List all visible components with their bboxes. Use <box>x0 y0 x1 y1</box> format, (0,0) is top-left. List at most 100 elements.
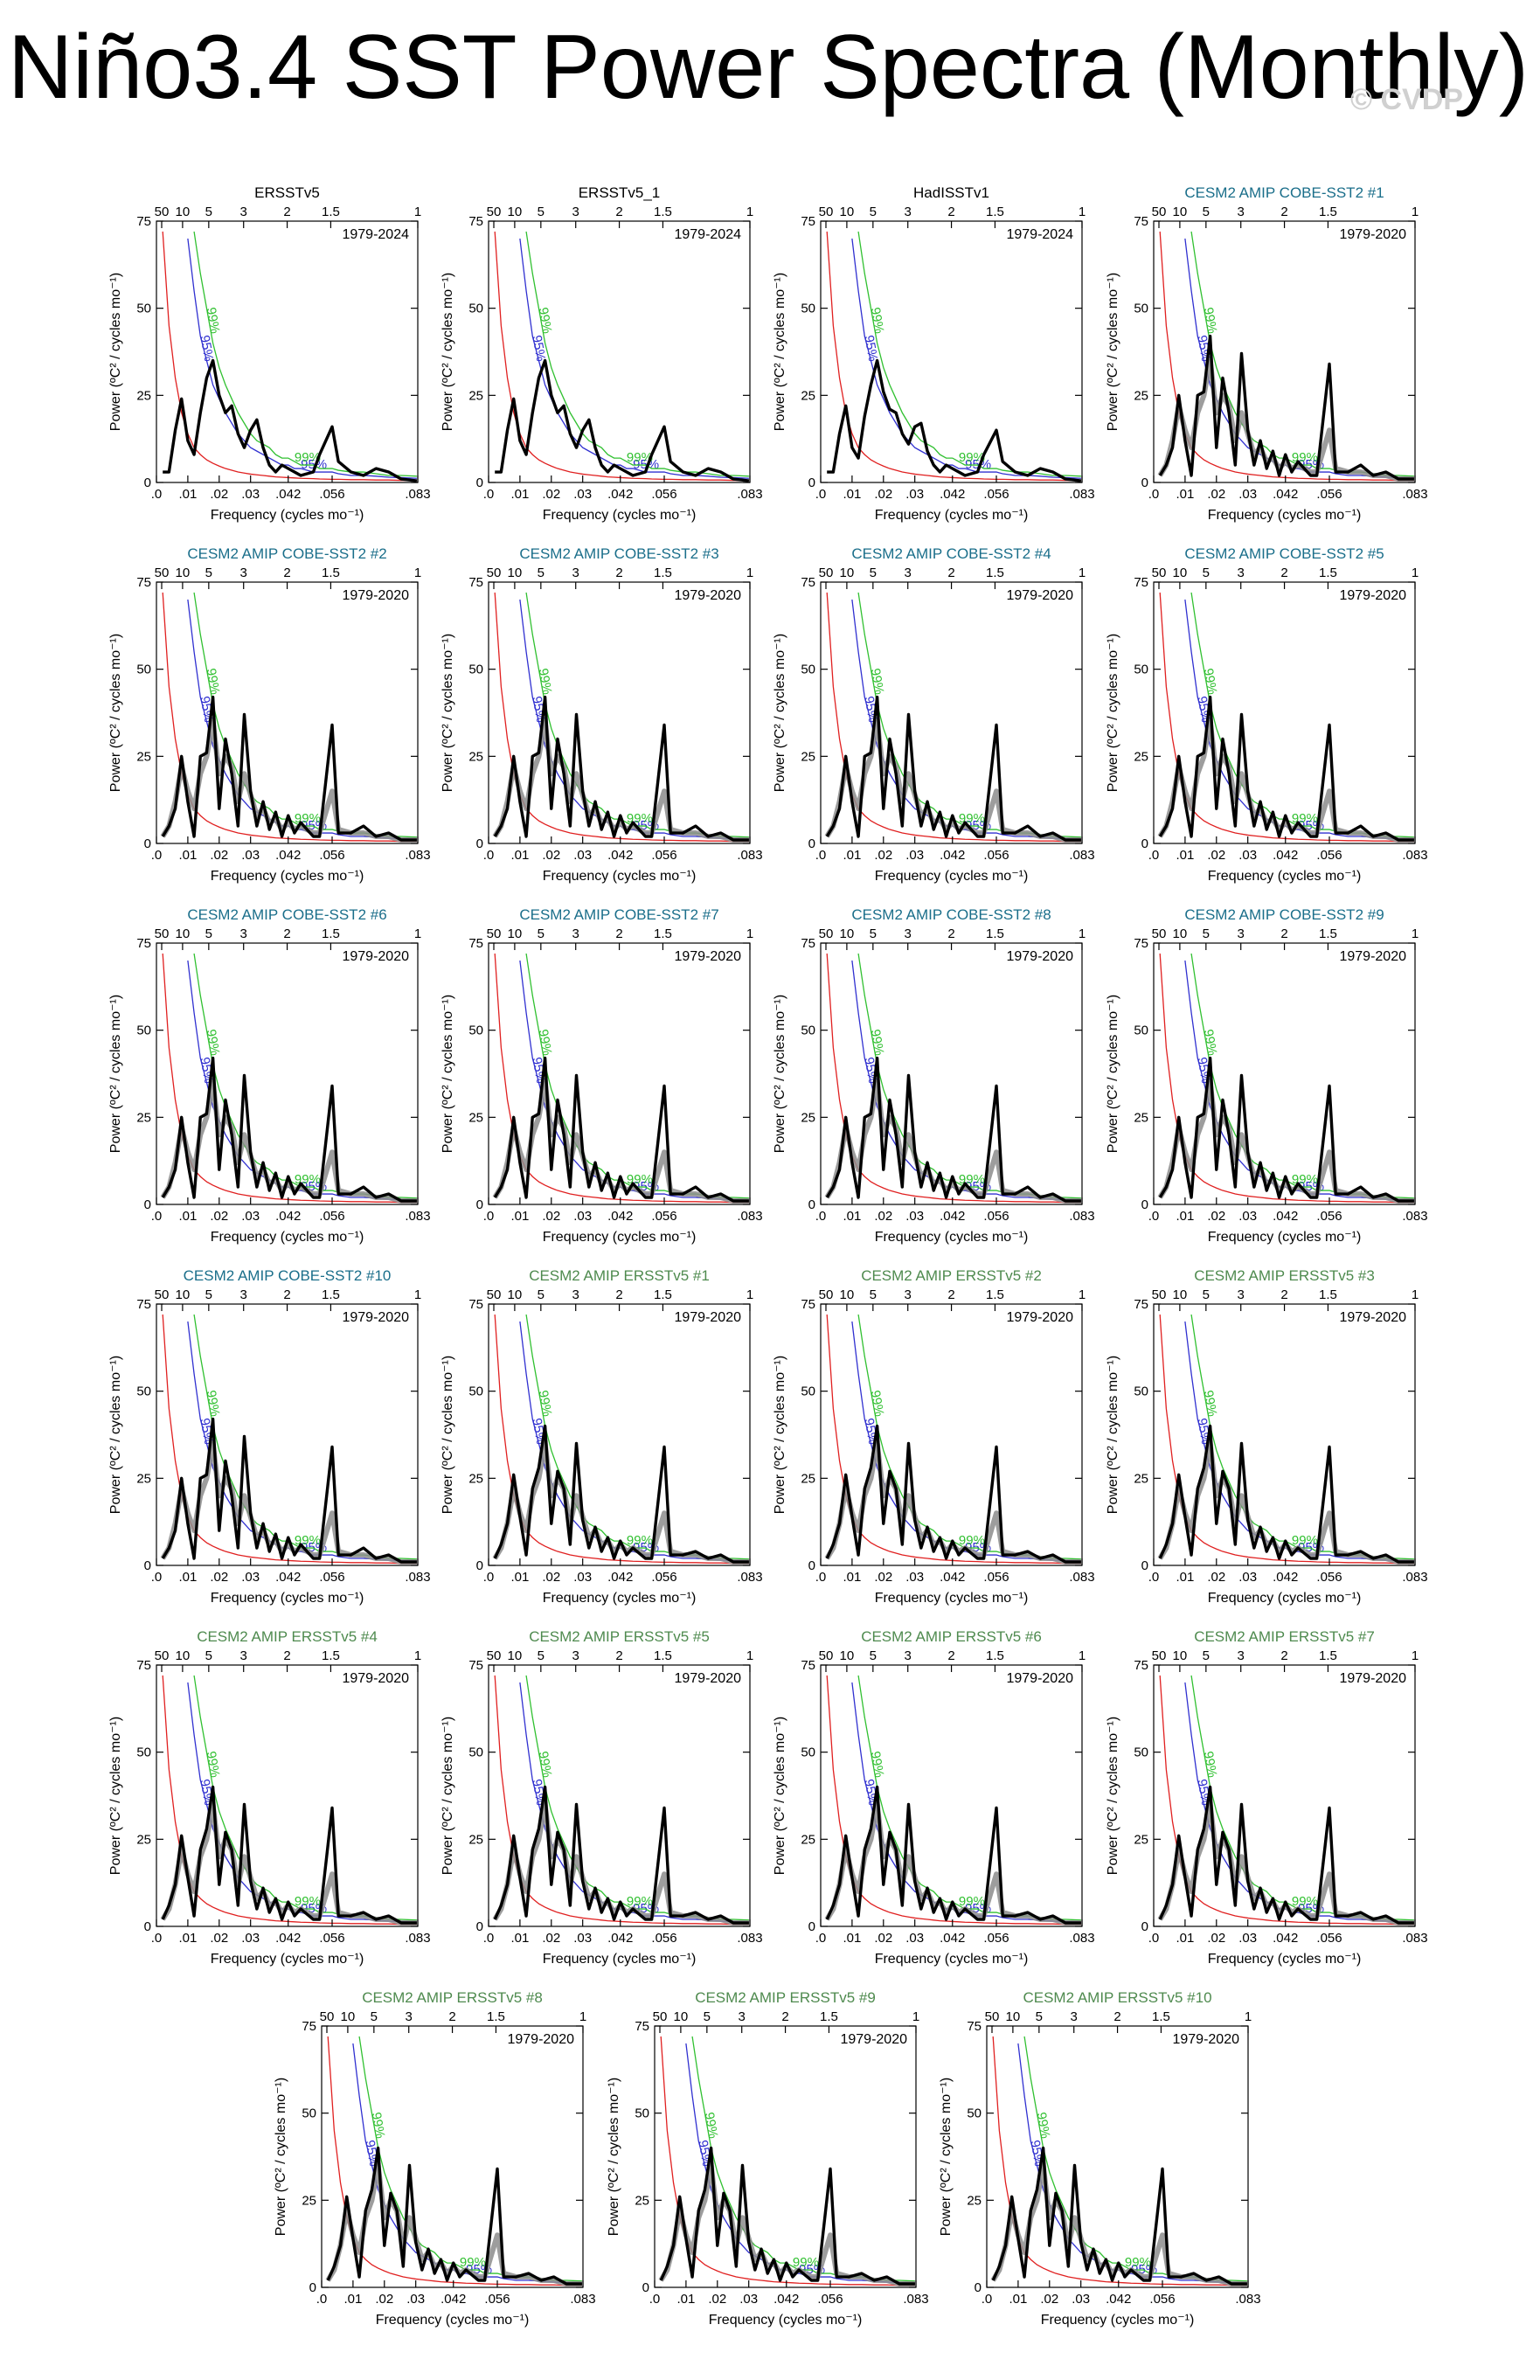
x-axis-label: Frequency (cycles mo⁻¹) <box>543 1230 697 1245</box>
x2-tick-label: 3 <box>1238 566 1245 580</box>
x-tick-label: .01 <box>510 1570 529 1585</box>
x-tick-label: .02 <box>542 1570 560 1585</box>
x2-tick-label: 1 <box>414 926 421 941</box>
y-axis-label: Power (ºC² / cycles mo⁻¹) <box>274 2078 288 2236</box>
x-tick-label: .02 <box>210 1931 228 1946</box>
curve-label: 99% <box>1200 1750 1219 1779</box>
panel: 95%95%99%99%0255075.0.01.02.03.042.056.0… <box>773 184 1095 523</box>
y-tick-label: 0 <box>975 2280 982 2295</box>
panel-title: CESM2 AMIP COBE-SST2 #1 <box>1184 184 1384 201</box>
y-tick-label: 25 <box>136 1832 151 1847</box>
reference-line <box>187 238 417 479</box>
panel: 95%95%99%99%0255075.0.01.02.03.042.056.0… <box>1106 184 1428 523</box>
x-tick-label: .056 <box>651 1209 676 1224</box>
x-tick-label: .0 <box>1148 848 1160 863</box>
x-tick-label: .03 <box>905 1209 924 1224</box>
reference-line <box>851 960 1081 1201</box>
curve-label: 95% <box>861 334 880 363</box>
y-axis-label: Power (ºC² / cycles mo⁻¹) <box>440 995 455 1153</box>
x-tick-label: .01 <box>178 1209 197 1224</box>
x2-tick-label: 1 <box>1412 1287 1419 1302</box>
x2-tick-label: 3 <box>572 566 579 580</box>
y-tick-label: 75 <box>1134 936 1148 951</box>
x2-tick-label: 50 <box>1152 926 1167 941</box>
x2-tick-label: 50 <box>487 926 502 941</box>
x2-tick-label: 10 <box>508 205 523 219</box>
x-tick-label: .042 <box>1273 487 1298 502</box>
y-tick-label: 50 <box>801 1023 815 1038</box>
x-tick-label: .042 <box>940 487 965 502</box>
panel-title: CESM2 AMIP ERSSTv5 #1 <box>529 1267 710 1284</box>
y-tick-label: 0 <box>144 1919 151 1934</box>
x2-tick-label: 50 <box>1152 566 1167 580</box>
y-tick-label: 50 <box>302 2106 316 2121</box>
y-tick-label: 0 <box>808 1197 815 1212</box>
x-tick-label: .056 <box>651 487 676 502</box>
x-tick-label: .03 <box>1238 1570 1257 1585</box>
spectrum-line <box>493 1056 749 1203</box>
spectrum-line <box>1158 1785 1414 1925</box>
x-tick-label: .042 <box>940 1931 965 1946</box>
x-tick-label: .02 <box>1207 1570 1225 1585</box>
y-tick-label: 50 <box>801 663 815 677</box>
x-tick-label: .01 <box>178 848 197 863</box>
x2-tick-label: 1 <box>1412 205 1419 219</box>
x-tick-label: .03 <box>241 1570 260 1585</box>
y-tick-label: 75 <box>136 1297 151 1312</box>
panel: 95%95%99%99%0255075.0.01.02.03.042.056.0… <box>274 1989 596 2328</box>
reference-line <box>851 1682 1081 1923</box>
x-axis-label: Frequency (cycles mo⁻¹) <box>875 869 1029 884</box>
x2-tick-label: 3 <box>240 566 247 580</box>
x-tick-label: .02 <box>375 2292 393 2307</box>
x2-tick-label: 1 <box>746 1648 753 1663</box>
x2-tick-label: 1 <box>746 926 753 941</box>
x2-tick-label: 2 <box>1280 926 1287 941</box>
x2-tick-label: 1.5 <box>1319 566 1337 580</box>
x-tick-label: .056 <box>983 1570 1009 1585</box>
reference-line <box>187 599 417 840</box>
x-tick-label: .02 <box>1207 1931 1225 1946</box>
reference-line <box>1023 2036 1247 2282</box>
x2-tick-label: 2 <box>283 566 290 580</box>
reference-line <box>519 1682 749 1923</box>
y-tick-label: 0 <box>476 475 483 490</box>
x2-tick-label: 5 <box>1203 205 1210 219</box>
x2-tick-label: 3 <box>240 1287 247 1302</box>
curve-label: 99% <box>535 306 554 335</box>
y-tick-label: 0 <box>808 1919 815 1934</box>
x-tick-label: .083 <box>1402 1931 1427 1946</box>
y-axis-label: Power (ºC² / cycles mo⁻¹) <box>773 1717 787 1875</box>
y-tick-label: 50 <box>468 1384 483 1399</box>
x2-tick-label: 5 <box>870 1287 877 1302</box>
spectrum-line <box>161 1417 417 1564</box>
y-tick-label: 25 <box>468 388 483 403</box>
x-axis-label: Frequency (cycles mo⁻¹) <box>875 1952 1029 1967</box>
panel: 95%95%99%99%0255075.0.01.02.03.042.056.0… <box>440 545 763 884</box>
x-tick-label: .0 <box>815 487 827 502</box>
y-axis-label: Power (ºC² / cycles mo⁻¹) <box>440 1717 455 1875</box>
x2-tick-label: 50 <box>487 1287 502 1302</box>
panel: 95%95%99%99%0255075.0.01.02.03.042.056.0… <box>1106 1628 1428 1967</box>
x-tick-label: .02 <box>1207 848 1225 863</box>
period-label: 1979-2020 <box>1006 1310 1073 1325</box>
x-axis-label: Frequency (cycles mo⁻¹) <box>875 1591 1029 1606</box>
period-label: 1979-2020 <box>507 2032 574 2047</box>
x2-tick-label: 5 <box>1036 2009 1043 2024</box>
x2-tick-label: 3 <box>1238 926 1245 941</box>
spectrum-line <box>659 2146 915 2286</box>
x2-tick-label: 3 <box>406 2009 413 2024</box>
curve-label: 99% <box>1292 1894 1318 1909</box>
x-tick-label: .056 <box>983 848 1009 863</box>
x-tick-label: .02 <box>874 848 892 863</box>
y-tick-label: 75 <box>801 1658 815 1673</box>
panel-title: CESM2 AMIP ERSSTv5 #6 <box>861 1628 1042 1645</box>
x-tick-label: .0 <box>1148 1209 1160 1224</box>
spectrum-line <box>493 1424 749 1564</box>
y-tick-label: 75 <box>302 2019 316 2034</box>
x2-tick-label: 2 <box>283 1648 290 1663</box>
x-tick-label: .0 <box>483 1931 495 1946</box>
x-tick-label: .0 <box>151 487 163 502</box>
x2-tick-label: 3 <box>905 1648 912 1663</box>
panel-title: CESM2 AMIP COBE-SST2 #8 <box>851 906 1051 923</box>
reference-line <box>691 2036 915 2282</box>
